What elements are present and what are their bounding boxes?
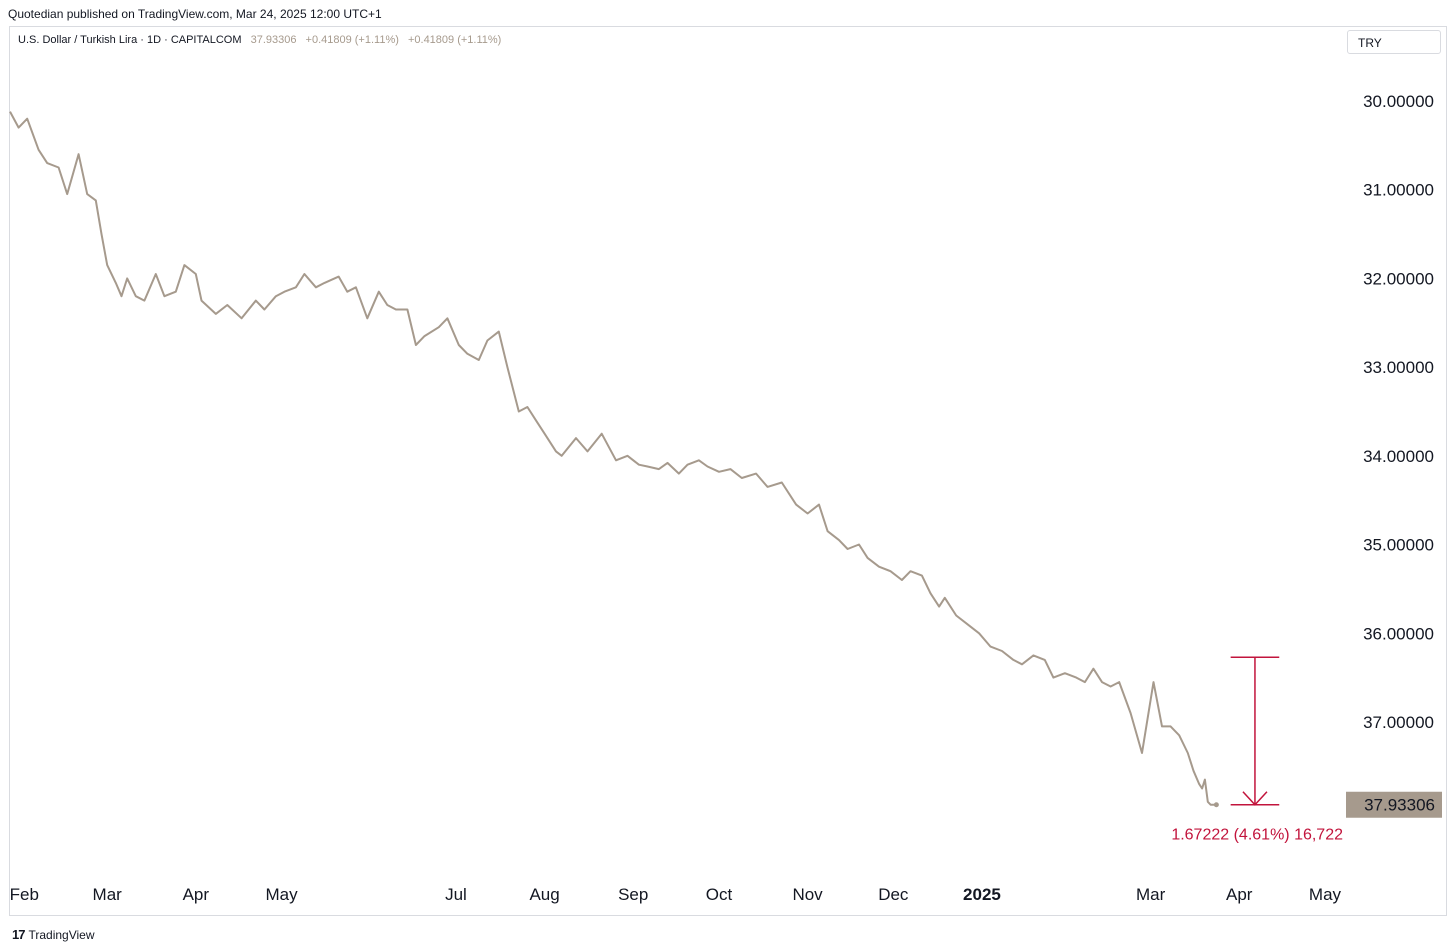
x-tick-label: Apr [1226, 885, 1253, 904]
x-tick-label: Mar [93, 885, 123, 904]
currency-selector[interactable]: TRY [1347, 30, 1441, 54]
x-tick-label: Aug [529, 885, 559, 904]
chart-frame [9, 26, 1447, 916]
tradingview-footer[interactable]: 17 TradingView [12, 927, 95, 942]
last-point-marker [1213, 802, 1219, 808]
y-axis: 30.00000 31.00000 32.00000 33.00000 34.00000… [1363, 92, 1434, 732]
y-tick-label: 35.00000 [1363, 536, 1434, 555]
tradingview-logo-icon: 17 [12, 927, 26, 942]
measure-label: 1.67222 (4.61%) 16,722 [1171, 827, 1343, 844]
x-axis: Feb Mar Apr May Jul Aug Sep Oct Nov Dec 2025 Mar Apr… [10, 885, 1342, 904]
y-tick-label: 36.00000 [1363, 624, 1434, 643]
price-tag-label: 37.93306 [1364, 796, 1435, 815]
y-tick-label: 32.00000 [1363, 269, 1434, 288]
x-tick-label: Mar [1136, 885, 1166, 904]
tradingview-brand-label: TradingView [28, 927, 95, 942]
series-layer [9, 111, 1219, 808]
price-tag-box [1346, 791, 1442, 818]
y-tick-label: 34.00000 [1363, 447, 1434, 466]
x-tick-label: Oct [706, 885, 733, 904]
y-tick-label: 31.00000 [1363, 181, 1434, 200]
chart-legend: U.S. Dollar / Turkish Lira · 1D · CAPITA… [18, 34, 501, 46]
legend-change: +0.41809 (+1.11%) [305, 34, 399, 46]
x-tick-label: 2025 [963, 885, 1001, 904]
y-tick-label: 30.00000 [1363, 92, 1434, 111]
x-tick-label: Jul [445, 885, 467, 904]
legend-symbol: U.S. Dollar / Turkish Lira · 1D · CAPITA… [18, 34, 242, 46]
y-tick-label: 37.00000 [1363, 713, 1434, 732]
publication-header: Quotedian published on TradingView.com, … [8, 7, 382, 21]
x-tick-label: Nov [792, 885, 823, 904]
x-tick-label: May [266, 885, 299, 904]
x-tick-label: Sep [618, 885, 648, 904]
measure-tool: 1.67222 (4.61%) 16,722 [1171, 656, 1343, 844]
measure-arrow-icon [1242, 791, 1268, 806]
x-tick-label: May [1309, 885, 1342, 904]
last-price-tag: 37.93306 [1346, 791, 1442, 818]
x-tick-label: Dec [878, 885, 909, 904]
series-line [9, 111, 1217, 806]
x-tick-label: Apr [183, 885, 210, 904]
legend-last: 37.93306 [250, 34, 297, 46]
x-tick-label: Feb [10, 885, 39, 904]
y-tick-label: 33.00000 [1363, 358, 1434, 377]
legend-change-2: +0.41809 (+1.11%) [407, 34, 502, 46]
